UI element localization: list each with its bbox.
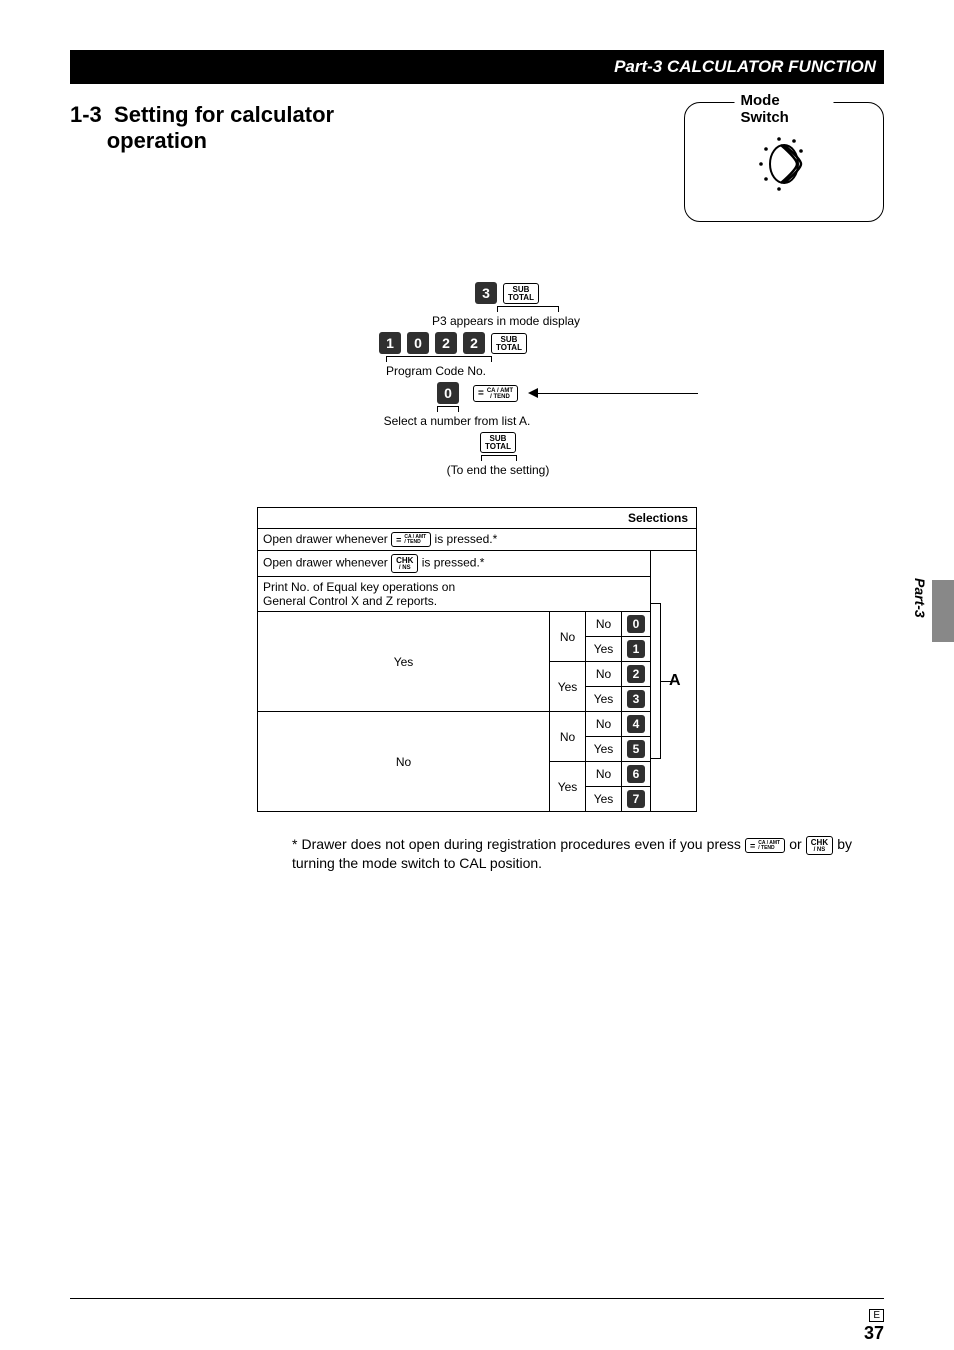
sel-row-2: Open drawer whenever CHK / NS is pressed…: [258, 551, 651, 577]
subtotal-bottom: TOTAL: [508, 294, 534, 302]
sel-row3-l1: Print No. of Equal key operations on: [263, 580, 455, 594]
sel-row1-text: Open drawer whenever: [263, 532, 388, 546]
sel-row3-l2: General Control X and Z reports.: [263, 594, 437, 608]
sel-row-1: Open drawer whenever = CA / AMT / TEND i…: [258, 529, 697, 551]
inner-no-4: No: [586, 762, 622, 787]
caption-end: (To end the setting): [269, 463, 727, 477]
inline-key-ca: = CA / AMT / TEND: [391, 532, 431, 547]
mid-no-2: No: [550, 712, 586, 762]
key-subtotal: SUB TOTAL: [503, 283, 539, 304]
procedure-diagram: 3 SUB TOTAL P3 appears in mode display 1…: [227, 282, 727, 477]
footnote-or: or: [789, 837, 801, 853]
mid-yes-1: Yes: [550, 662, 586, 712]
sel-row-3: Print No. of Equal key operations on Gen…: [258, 577, 651, 612]
code-5: 5: [627, 740, 645, 758]
code-7: 7: [627, 790, 645, 808]
header-banner: Part-3 CALCULATOR FUNCTION: [70, 50, 884, 84]
fn-chk-top: CHK: [811, 839, 828, 847]
key-0: 0: [437, 382, 459, 404]
code-2: 2: [627, 665, 645, 683]
inner-no-2: No: [586, 662, 622, 687]
selections-header: Selections: [258, 508, 697, 529]
key-subtotal-2: SUB TOTAL: [491, 333, 527, 354]
subtotal-bottom-3: TOTAL: [485, 443, 511, 451]
ca-bottom: / TEND: [487, 394, 513, 400]
dial-icon: [749, 129, 819, 199]
fn-eq: =: [750, 842, 755, 851]
section-number: 1-3: [70, 102, 102, 127]
mid-yes-2: Yes: [550, 762, 586, 812]
inner-yes-3: Yes: [586, 737, 622, 762]
code-6: 6: [627, 765, 645, 783]
code-3: 3: [627, 690, 645, 708]
key-subtotal-3: SUB TOTAL: [480, 432, 516, 453]
key-code-3: 2: [435, 332, 457, 354]
fn-ca-bottom: / TEND: [758, 846, 780, 851]
caption-p3: P3 appears in mode display: [285, 314, 727, 328]
section-title-line1: Setting for calculator: [114, 102, 334, 127]
sel-row2-suffix: is pressed.*: [422, 556, 485, 570]
side-label: Part-3: [912, 578, 928, 618]
footnote-key-chk: CHK / NS: [806, 836, 833, 855]
code-4: 4: [627, 715, 645, 733]
eq-sign: =: [478, 389, 484, 399]
section-title: 1-3 Setting for calculator operation: [70, 102, 334, 154]
chk-top: CHK: [396, 557, 413, 565]
caption-progcode: Program Code No.: [145, 364, 727, 378]
section-row: 1-3 Setting for calculator operation Mod…: [70, 102, 884, 222]
inner-no-3: No: [586, 712, 622, 737]
eq2: =: [396, 536, 401, 545]
sel-row2-text: Open drawer whenever: [263, 556, 388, 570]
mode-switch-box: Mode Switch: [684, 102, 884, 222]
key-ca-amt-tend: = CA / AMT / TEND: [473, 385, 518, 402]
sel-row1-suffix: is pressed.*: [435, 532, 498, 546]
mid-no-1: No: [550, 612, 586, 662]
mode-dial: [749, 129, 819, 199]
block-no: No: [258, 712, 550, 812]
subtotal-bottom-2: TOTAL: [496, 344, 522, 352]
key-3: 3: [475, 282, 497, 304]
code-0: 0: [627, 615, 645, 633]
group-a-label: A: [669, 672, 681, 690]
side-tab: [932, 580, 954, 642]
section-title-line2: operation: [107, 128, 207, 153]
code-1: 1: [627, 640, 645, 658]
key-code-1: 1: [379, 332, 401, 354]
inner-no-1: No: [586, 612, 622, 637]
inner-yes-2: Yes: [586, 687, 622, 712]
mode-switch-label: Mode Switch: [735, 92, 834, 126]
arrow-line-1: [538, 393, 698, 394]
key-code-4: 2: [463, 332, 485, 354]
footer-rule: E: [70, 1298, 884, 1322]
footnote-key-ca: = CA / AMT / TEND: [745, 838, 785, 853]
key-code-2: 0: [407, 332, 429, 354]
inner-yes-4: Yes: [586, 787, 622, 812]
page-number: 37: [864, 1323, 884, 1344]
ca-bottom2: / TEND: [404, 540, 426, 545]
inline-key-chk: CHK / NS: [391, 554, 418, 573]
fn-chk-bottom: / NS: [814, 847, 826, 853]
inner-yes-1: Yes: [586, 637, 622, 662]
footer-e: E: [869, 1309, 884, 1322]
chk-bottom: / NS: [399, 565, 411, 571]
selections-table: Selections Open drawer whenever = CA / A…: [257, 507, 697, 812]
caption-select: Select a number from list A.: [187, 414, 727, 428]
footnote: * Drawer does not open during registrati…: [292, 836, 852, 871]
footnote-pre: * Drawer does not open during registrati…: [292, 837, 741, 853]
arrow-left-icon: [528, 388, 538, 398]
block-yes: Yes: [258, 612, 550, 712]
